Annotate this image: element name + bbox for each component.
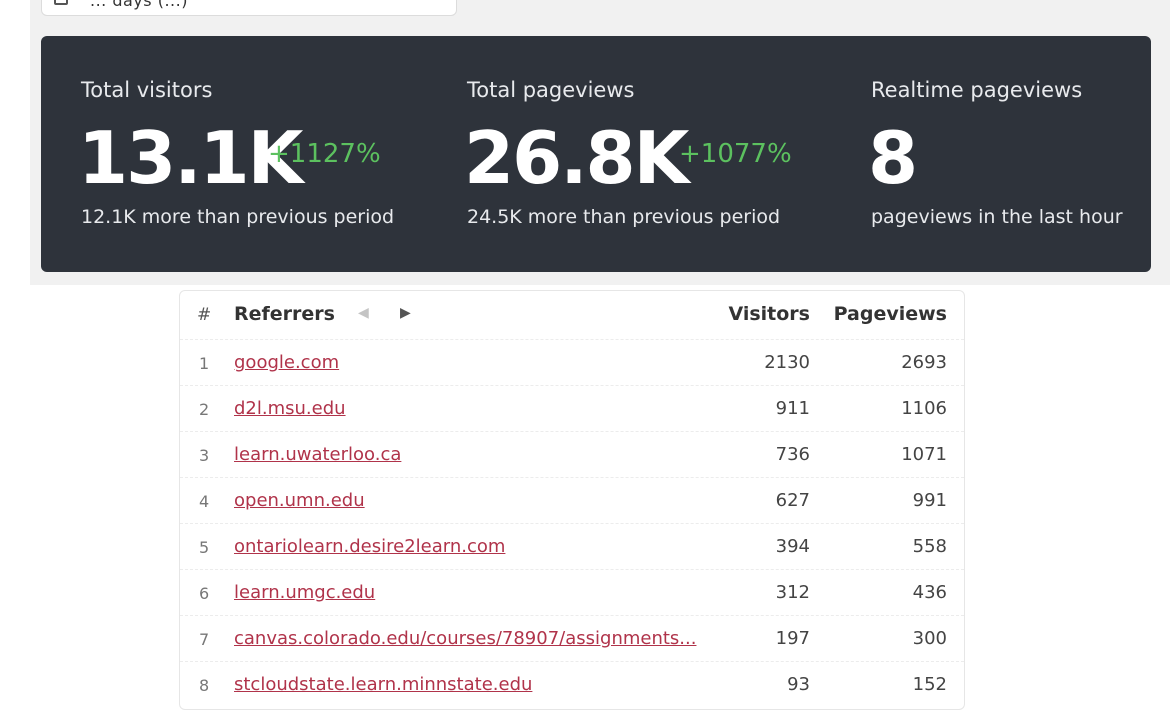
visitors-count: 736: [775, 444, 810, 465]
date-range-picker[interactable]: ... days (...): [41, 0, 457, 16]
stat-label: Realtime pageviews: [871, 78, 1083, 102]
table-row: 8 stcloudstate.learn.minnstate.edu 93 15…: [180, 661, 964, 708]
pageviews-count: 1106: [901, 398, 947, 419]
table-row: 2 d2l.msu.edu 911 1106: [180, 385, 964, 432]
stats-panel: Total visitors 13.1K +1127% 12.1K more t…: [41, 36, 1151, 272]
visitors-count: 394: [775, 536, 810, 557]
row-number: 8: [199, 676, 210, 695]
visitors-count: 2130: [764, 352, 810, 373]
stat-change: +1127%: [268, 139, 381, 169]
row-number: 1: [199, 354, 210, 373]
stat-value: 26.8K: [464, 116, 689, 200]
table-row: 6 learn.umgc.edu 312 436: [180, 569, 964, 616]
stat-change: +1077%: [679, 139, 792, 169]
referrer-link[interactable]: google.com: [234, 352, 340, 373]
table-header: # Referrers ◀ ▶ Visitors Pageviews: [180, 291, 964, 339]
referrer-link[interactable]: learn.uwaterloo.ca: [234, 444, 402, 465]
stat-value: 8: [868, 116, 918, 200]
visitors-count: 627: [775, 490, 810, 511]
table-row: 7 canvas.colorado.edu/courses/78907/assi…: [180, 615, 964, 662]
visitors-count: 197: [775, 628, 810, 649]
visitors-count: 312: [775, 582, 810, 603]
column-header-visitors: Visitors: [728, 303, 810, 325]
stat-subtext: pageviews in the last hour: [871, 206, 1123, 228]
stat-subtext: 24.5K more than previous period: [467, 206, 781, 228]
pageviews-count: 991: [912, 490, 947, 511]
table-row: 5 ontariolearn.desire2learn.com 394 558: [180, 523, 964, 570]
referrer-link[interactable]: stcloudstate.learn.minnstate.edu: [234, 674, 533, 695]
stat-label: Total visitors: [81, 78, 213, 102]
triangle-left-icon[interactable]: ◀: [358, 305, 369, 321]
stat-value: 13.1K: [78, 116, 303, 200]
referrer-link[interactable]: canvas.colorado.edu/courses/78907/assign…: [234, 628, 697, 649]
row-number: 5: [199, 538, 210, 557]
table-row: 4 open.umn.edu 627 991: [180, 477, 964, 524]
referrer-link[interactable]: d2l.msu.edu: [234, 398, 346, 419]
calendar-icon: [54, 0, 68, 5]
pageviews-count: 558: [912, 536, 947, 557]
stat-label: Total pageviews: [467, 78, 635, 102]
table-row: 3 learn.uwaterloo.ca 736 1071: [180, 431, 964, 478]
triangle-right-icon[interactable]: ▶: [400, 305, 411, 321]
referrer-link[interactable]: learn.umgc.edu: [234, 582, 376, 603]
pageviews-count: 152: [912, 674, 947, 695]
pageviews-count: 2693: [901, 352, 947, 373]
row-number: 6: [199, 584, 210, 603]
row-number: 7: [199, 630, 210, 649]
column-header-pageviews: Pageviews: [833, 303, 947, 325]
table-row: 1 google.com 2130 2693: [180, 339, 964, 386]
pageviews-count: 436: [912, 582, 947, 603]
row-number: 2: [199, 400, 210, 419]
visitors-count: 911: [775, 398, 810, 419]
referrer-link[interactable]: open.umn.edu: [234, 490, 365, 511]
referrer-link[interactable]: ontariolearn.desire2learn.com: [234, 536, 506, 557]
row-number: 4: [199, 492, 210, 511]
date-range-label: ... days (...): [90, 0, 188, 10]
stat-subtext: 12.1K more than previous period: [81, 206, 395, 228]
pageviews-count: 300: [912, 628, 947, 649]
referrers-table: # Referrers ◀ ▶ Visitors Pageviews 1 goo…: [179, 290, 965, 710]
visitors-count: 93: [787, 674, 810, 695]
pageviews-count: 1071: [901, 444, 947, 465]
column-header-referrers: Referrers: [234, 303, 335, 325]
row-number: 3: [199, 446, 210, 465]
column-header-number: #: [197, 305, 212, 325]
